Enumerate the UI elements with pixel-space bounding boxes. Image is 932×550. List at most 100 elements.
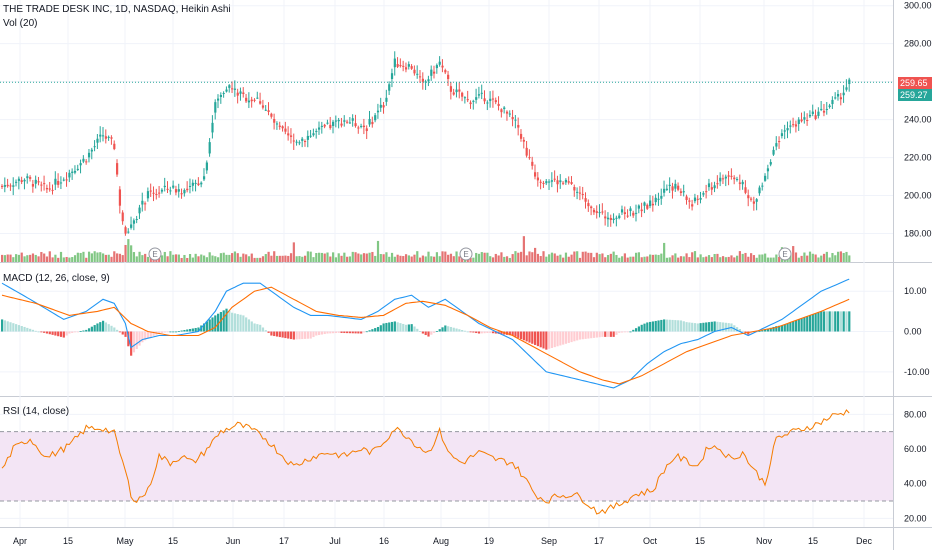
earnings-marker[interactable]: E: [459, 247, 473, 261]
candle: [539, 181, 542, 183]
volume-bar: [825, 251, 828, 262]
candle: [716, 183, 719, 185]
earnings-marker[interactable]: E: [148, 247, 162, 261]
candlesticks[interactable]: [1, 51, 851, 236]
volume-bar: [803, 252, 806, 262]
macd-histogram-bar: [9, 322, 12, 332]
candle: [606, 217, 610, 220]
candle: [177, 189, 180, 192]
macd-histogram-bar: [783, 324, 786, 332]
volume-bar: [337, 253, 340, 262]
candle: [169, 190, 172, 192]
volume-bar: [794, 252, 798, 262]
volume-bar: [132, 252, 136, 262]
volume-bar: [23, 256, 26, 262]
price-axis[interactable]: 180.00200.00220.00240.00260.00280.00300.…: [904, 1, 932, 524]
candle: [783, 130, 786, 132]
volume-bar: [424, 256, 427, 262]
volume-bar: [778, 256, 781, 262]
time-axis[interactable]: Apr 15 May 15 Jun 17 Jul 16 Aug 19 Sep 17 Oct 15 Nov 15…: [13, 536, 873, 546]
candle: [573, 186, 576, 191]
volume-bar: [332, 252, 335, 262]
volume-bar: [477, 253, 481, 262]
volume-bar: [202, 255, 206, 262]
volume-bar: [225, 254, 228, 262]
macd-histogram-bar: [332, 331, 335, 334]
volume-bar: [9, 254, 12, 262]
candle: [828, 105, 831, 107]
candle: [416, 73, 419, 75]
earnings-marker[interactable]: E: [778, 247, 792, 261]
candle: [500, 109, 503, 113]
candle: [388, 84, 391, 91]
rsi-pane[interactable]: [1, 409, 850, 515]
volume-bar: [107, 254, 110, 262]
time-tick-label: Oct: [643, 536, 658, 546]
macd-histogram-bar: [110, 325, 113, 332]
macd-histogram-bar: [194, 327, 197, 332]
volume-bar: [259, 257, 262, 262]
candle: [295, 141, 298, 143]
macd-histogram-bar: [483, 331, 486, 334]
candle: [127, 231, 130, 233]
macd-histogram-bar: [539, 331, 542, 348]
volume-bar: [691, 252, 694, 262]
candle: [834, 97, 837, 99]
macd-histogram-bar: [233, 313, 237, 332]
volume-bar: [618, 257, 621, 262]
candle: [730, 175, 733, 177]
candle: [197, 183, 200, 186]
macd-histogram-bar: [393, 321, 396, 332]
candle: [371, 121, 374, 125]
macd-histogram-bar: [836, 311, 840, 332]
candle: [643, 202, 646, 206]
volume-bar: [211, 255, 214, 262]
candle: [385, 97, 388, 102]
candle: [73, 170, 77, 173]
candle: [101, 135, 105, 137]
candle: [312, 133, 315, 136]
candle: [99, 134, 102, 137]
macd-histogram-bar: [275, 331, 279, 337]
macd-histogram-bar: [822, 311, 826, 332]
macd-histogram-bar: [668, 319, 671, 332]
macd-histogram-bar: [183, 330, 186, 332]
candle: [744, 187, 747, 193]
volume-bar: [494, 253, 497, 262]
macd-histogram-bar: [744, 331, 747, 333]
candle: [273, 119, 276, 123]
volume-bar: [45, 256, 49, 262]
volume-bar: [545, 256, 548, 262]
macd-histogram-bar: [564, 331, 568, 344]
macd-histogram-bar: [716, 321, 719, 332]
volume-bar: [814, 254, 817, 262]
macd-histogram-bar: [79, 331, 82, 332]
macd-histogram-bar: [475, 331, 478, 334]
candle: [141, 200, 144, 205]
macd-histogram-bar: [452, 327, 455, 332]
macd-histogram-bar: [259, 324, 262, 332]
macd-histogram-bar: [814, 313, 817, 332]
macd-histogram-bar: [1, 319, 4, 332]
volume-bar: [253, 257, 256, 262]
time-tick-label: 16: [379, 536, 389, 546]
volume-bar: [674, 253, 677, 262]
candle: [458, 89, 461, 92]
candle: [794, 124, 798, 127]
rsi-tick-label: 80.00: [904, 409, 927, 419]
macd-histogram-bar: [567, 331, 570, 343]
volume-bar: [831, 252, 834, 262]
macd-histogram-bar: [772, 326, 775, 332]
macd-histogram-bar: [132, 331, 136, 353]
macd-histogram-bar: [343, 331, 346, 334]
candle: [693, 197, 697, 202]
macd-histogram-bar: [118, 331, 122, 333]
candle: [34, 179, 37, 184]
candle: [449, 86, 453, 92]
volume-bar: [564, 252, 568, 262]
macd-pane[interactable]: [1, 278, 851, 389]
volume-bar: [101, 253, 105, 262]
